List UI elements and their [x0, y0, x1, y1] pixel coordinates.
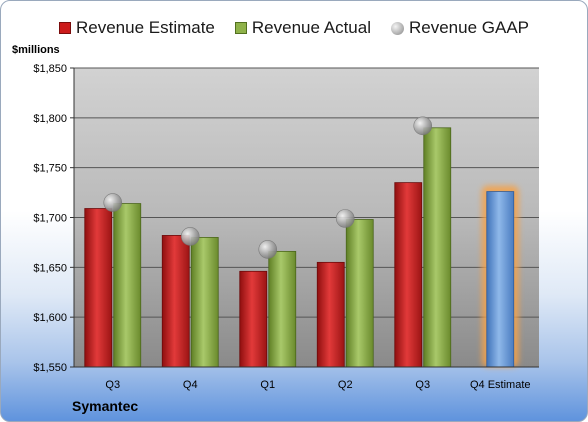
y-tick-label: $1,700 [33, 213, 67, 225]
bar-revenue-estimate [161, 235, 190, 368]
legend-item-actual: Revenue Actual [234, 18, 371, 38]
company-name: Symantec [72, 398, 139, 414]
point-revenue-gaap [258, 240, 278, 259]
bar-revenue-estimate [394, 182, 423, 368]
legend: Revenue Estimate Revenue Actual Revenue … [0, 16, 588, 40]
legend-item-gaap: Revenue GAAP [390, 18, 529, 38]
y-tick-label: $1,550 [33, 362, 67, 374]
legend-item-estimate: Revenue Estimate [58, 18, 215, 38]
bar-revenue-actual [113, 203, 142, 368]
units-label: $millions [12, 44, 60, 56]
legend-label-estimate: Revenue Estimate [75, 18, 215, 37]
bar-revenue-actual [423, 127, 452, 368]
bar-revenue-actual [345, 219, 374, 368]
x-tick-label: Q3 [415, 379, 430, 391]
x-tick-label: Q4 [183, 379, 198, 391]
y-tick-label: $1,650 [33, 262, 67, 274]
legend-label-actual: Revenue Actual [251, 18, 371, 37]
y-tick-label: $1,850 [33, 63, 67, 75]
bar-revenue-actual [268, 250, 297, 368]
point-revenue-gaap [180, 227, 200, 246]
point-revenue-gaap [335, 209, 355, 228]
x-tick-label: Q2 [338, 379, 353, 391]
x-tick-label: Q3 [105, 379, 120, 391]
y-tick-label: $1,600 [33, 312, 67, 324]
x-tick-label: Q1 [260, 379, 275, 391]
y-tick-label: $1,800 [33, 113, 67, 125]
bar-revenue-estimate [239, 270, 268, 368]
estimate-swatch-icon [58, 22, 71, 34]
x-tick-label: Q4 Estimate [470, 379, 531, 391]
bar-revenue-estimate [84, 208, 113, 368]
actual-swatch-icon [234, 22, 247, 34]
bar-revenue-actual [190, 237, 219, 368]
point-revenue-gaap [103, 193, 123, 212]
bars [84, 116, 519, 368]
bar-revenue-estimate [316, 261, 345, 368]
bar-revenue-estimate-future [486, 191, 515, 368]
axes: $1,550 $1,600 $1,650 $1,700 $1,750 $1,800 $1,8… [33, 63, 539, 391]
legend-label-gaap: Revenue GAAP [408, 18, 529, 37]
point-revenue-gaap [413, 116, 433, 136]
gaap-marker-icon [390, 21, 404, 35]
y-tick-label: $1,750 [33, 163, 67, 175]
